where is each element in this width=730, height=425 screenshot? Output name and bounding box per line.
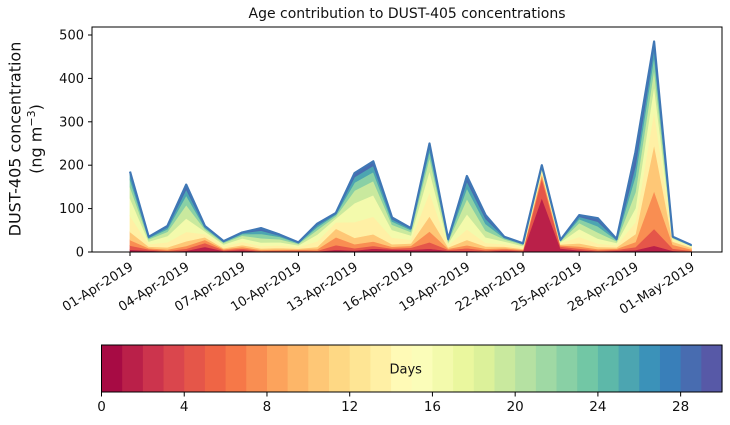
colorbar-cell xyxy=(370,345,392,392)
colorbar-cell xyxy=(556,345,578,392)
total-envelope-line xyxy=(128,40,692,247)
colorbar-cell xyxy=(680,345,702,392)
colorbar-cell xyxy=(308,345,330,392)
colorbar-cell xyxy=(266,345,289,392)
colorbar-cell xyxy=(225,345,247,392)
chart-title: Age contribution to DUST-405 concentrati… xyxy=(248,6,566,22)
age-band-18-21 xyxy=(129,68,692,247)
colorbar-cell xyxy=(432,345,454,392)
colorbar-cell xyxy=(411,345,434,392)
colorbar-cell xyxy=(701,345,723,392)
colorbar-ticks: 0 4 8 12 16 20 24 28 xyxy=(97,392,689,415)
colorbar-cell xyxy=(142,345,165,392)
colorbar-cell xyxy=(204,345,227,392)
y-tick-label: 0 xyxy=(76,246,84,261)
colorbar-cell xyxy=(639,345,661,392)
age-band-24-27 xyxy=(129,47,692,246)
colorbar-tick-label: 0 xyxy=(97,399,106,415)
colorbar-cell xyxy=(329,345,351,392)
colorbar-cell xyxy=(453,345,475,392)
colorbar-tick-label: 24 xyxy=(589,399,606,415)
y-tick-label: 300 xyxy=(59,115,84,130)
colorbar-cell xyxy=(515,345,537,392)
plot-area: 0 100 200 300 400 500 01-Apr-201904-Apr-201907… xyxy=(59,26,723,318)
colorbar: 0 4 8 12 16 20 24 28 Days xyxy=(97,344,723,415)
colorbar-tick-label: 16 xyxy=(424,399,441,415)
age-band-21-24 xyxy=(129,56,692,247)
colorbar-outline xyxy=(101,344,723,393)
colorbar-cell xyxy=(163,345,185,392)
y-tick-label: 500 xyxy=(59,29,84,44)
colorbar-title: Days xyxy=(390,363,423,378)
colorbar-tick-label: 20 xyxy=(507,399,524,415)
colorbar-cell xyxy=(184,345,206,392)
colorbar-tick-label: 12 xyxy=(341,399,358,415)
colorbar-cell xyxy=(101,345,123,392)
axes-spines xyxy=(91,26,723,253)
colorbar-cell xyxy=(535,345,558,392)
colorbar-cell xyxy=(577,345,599,392)
y-tick-label: 200 xyxy=(59,159,84,174)
y-tick-label: 100 xyxy=(59,202,84,217)
colorbar-tick-label: 8 xyxy=(263,399,272,415)
age-band-27-30 xyxy=(129,41,692,246)
colorbar-cell xyxy=(122,345,144,392)
stacked-area-bands xyxy=(129,41,692,253)
colorbar-cells xyxy=(101,345,723,392)
colorbar-tick-label: 4 xyxy=(180,399,189,415)
colorbar-cell xyxy=(659,345,682,392)
colorbar-cell xyxy=(597,345,620,392)
colorbar-tick-label: 28 xyxy=(672,399,689,415)
colorbar-cell xyxy=(618,345,640,392)
y-tick-label: 400 xyxy=(59,72,84,87)
y-axis-ticks: 0 100 200 300 400 500 xyxy=(59,29,92,261)
colorbar-cell xyxy=(494,345,516,392)
colorbar-cell xyxy=(473,345,496,392)
colorbar-cell xyxy=(349,345,371,392)
colorbar-cell xyxy=(287,345,309,392)
colorbar-cell xyxy=(246,345,268,392)
colorbar-cell xyxy=(391,345,413,392)
x-axis-ticks: 01-Apr-201904-Apr-201907-Apr-201910-Apr-… xyxy=(60,252,698,318)
